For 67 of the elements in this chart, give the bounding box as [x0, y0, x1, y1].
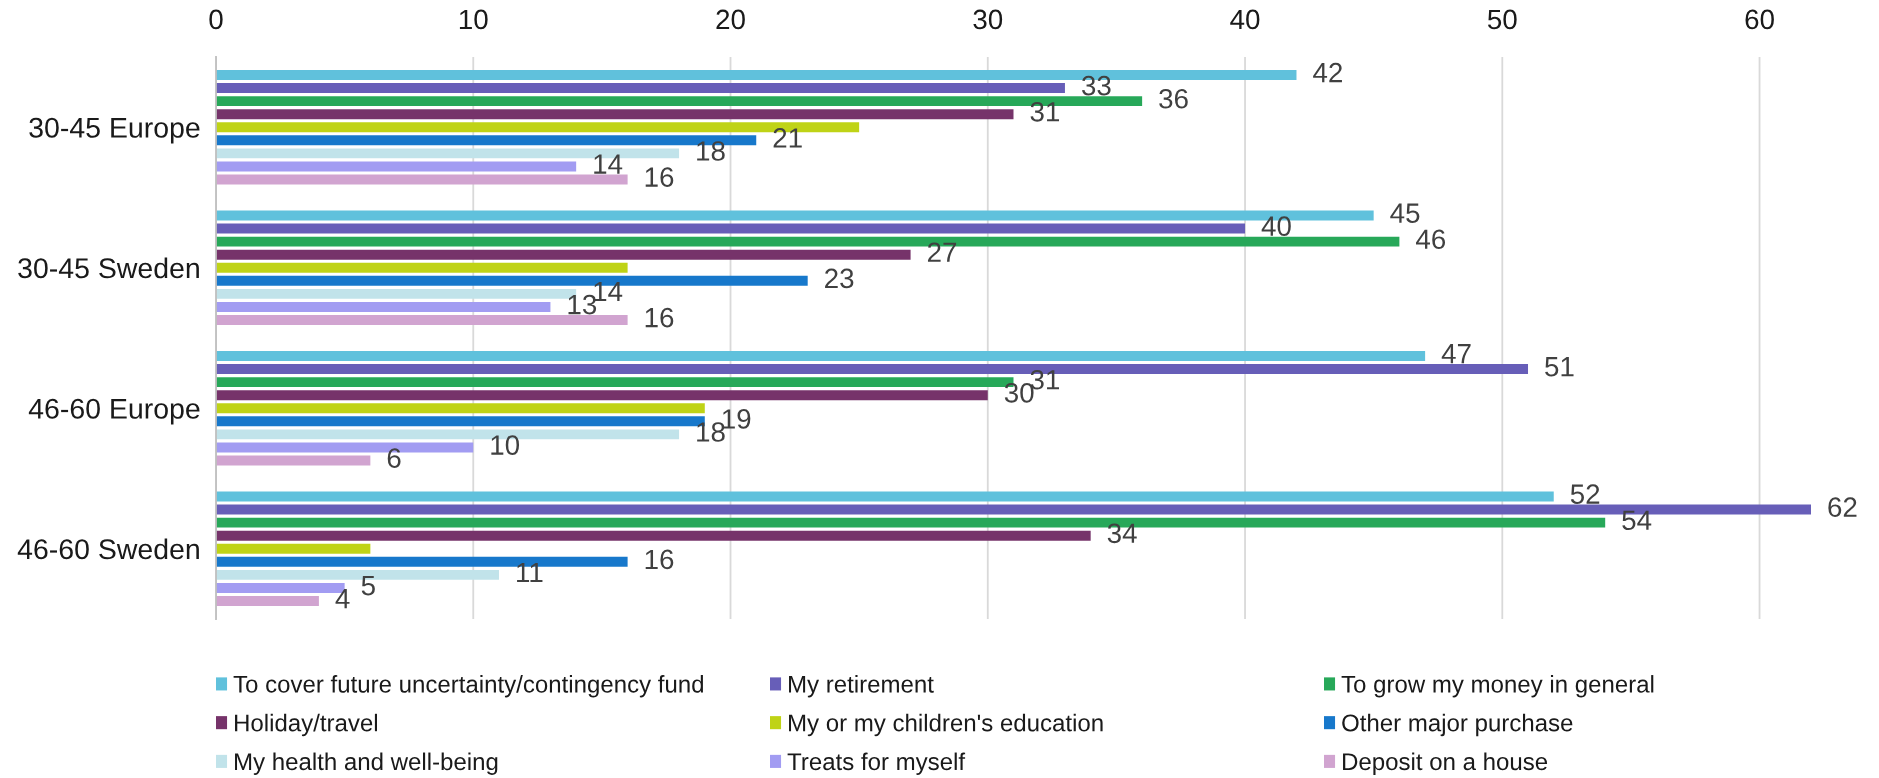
data-label: 54 [1622, 510, 1652, 531]
data-label: 27 [927, 242, 957, 262]
legend-label: My health and well-being [235, 752, 498, 775]
data-label: 34 [1107, 523, 1137, 544]
data-label: 33 [1081, 75, 1111, 96]
data-label: 13 [568, 294, 597, 315]
x-tick-label: 0 [209, 9, 223, 30]
data-label: 14 [594, 154, 623, 174]
bar [216, 83, 1065, 94]
y-tick-label: 30-45 Europe [29, 117, 200, 144]
legend-label: To grow my money in general [1341, 675, 1654, 698]
data-label: 16 [645, 549, 674, 570]
bar [216, 543, 371, 554]
bar [216, 455, 371, 466]
x-tick-label: 10 [459, 9, 488, 30]
x-tick-label: 60 [1745, 9, 1774, 30]
bar [216, 249, 911, 260]
legend-label: Other major purchase [1342, 713, 1573, 737]
bar [216, 161, 577, 172]
legend-label: Holiday/travel [235, 713, 378, 737]
data-label: 6 [387, 448, 401, 468]
legend-label: My retirement [789, 675, 934, 698]
legend-label: Deposit on a house [1343, 752, 1548, 775]
data-label: 18 [697, 422, 725, 442]
bar [216, 403, 705, 414]
data-label: 31 [1030, 101, 1060, 122]
data-label: 51 [1545, 357, 1574, 377]
bar [216, 491, 1554, 502]
bar [216, 390, 988, 401]
data-label: 19 [722, 409, 751, 429]
y-tick-label: 46-60 Sweden [17, 538, 199, 560]
x-tick-label: 50 [1487, 9, 1517, 30]
data-label: 36 [1159, 88, 1188, 109]
x-tick-label: 20 [716, 9, 745, 30]
bar [216, 596, 319, 606]
bar [216, 315, 628, 325]
data-label: 5 [361, 576, 375, 596]
data-label: 40 [1261, 216, 1291, 237]
bar [216, 262, 628, 273]
data-label: 18 [697, 141, 725, 161]
bar [216, 109, 1014, 120]
data-label: 45 [1390, 203, 1420, 223]
data-label: 62 [1828, 497, 1857, 518]
data-label: 14 [594, 281, 623, 302]
data-label: 21 [773, 128, 802, 148]
bar [216, 174, 628, 185]
bar [216, 351, 1426, 361]
data-label: 16 [645, 167, 674, 187]
data-label: 16 [645, 307, 674, 328]
x-tick-label: 40 [1230, 9, 1260, 30]
data-label: 47 [1441, 344, 1471, 364]
bar [216, 530, 1091, 541]
legend-label: Treats for myself [787, 752, 966, 775]
y-tick-label: 46-60 Europe [28, 398, 200, 425]
data-label: 23 [825, 268, 854, 289]
data-label: 52 [1570, 484, 1600, 504]
data-label: 4 [335, 589, 350, 609]
y-tick-label: 30-45 Sweden [18, 257, 199, 279]
x-tick-label: 30 [973, 9, 1003, 30]
legend-label: To cover future uncertainty/contingency fund [233, 675, 703, 698]
data-label: 11 [517, 562, 543, 583]
bar [216, 223, 1246, 234]
legend-label: My or my children's education [789, 713, 1103, 737]
data-label: 10 [491, 435, 520, 455]
data-label: 42 [1313, 62, 1342, 83]
data-label: 46 [1416, 229, 1446, 250]
bar [216, 301, 551, 312]
